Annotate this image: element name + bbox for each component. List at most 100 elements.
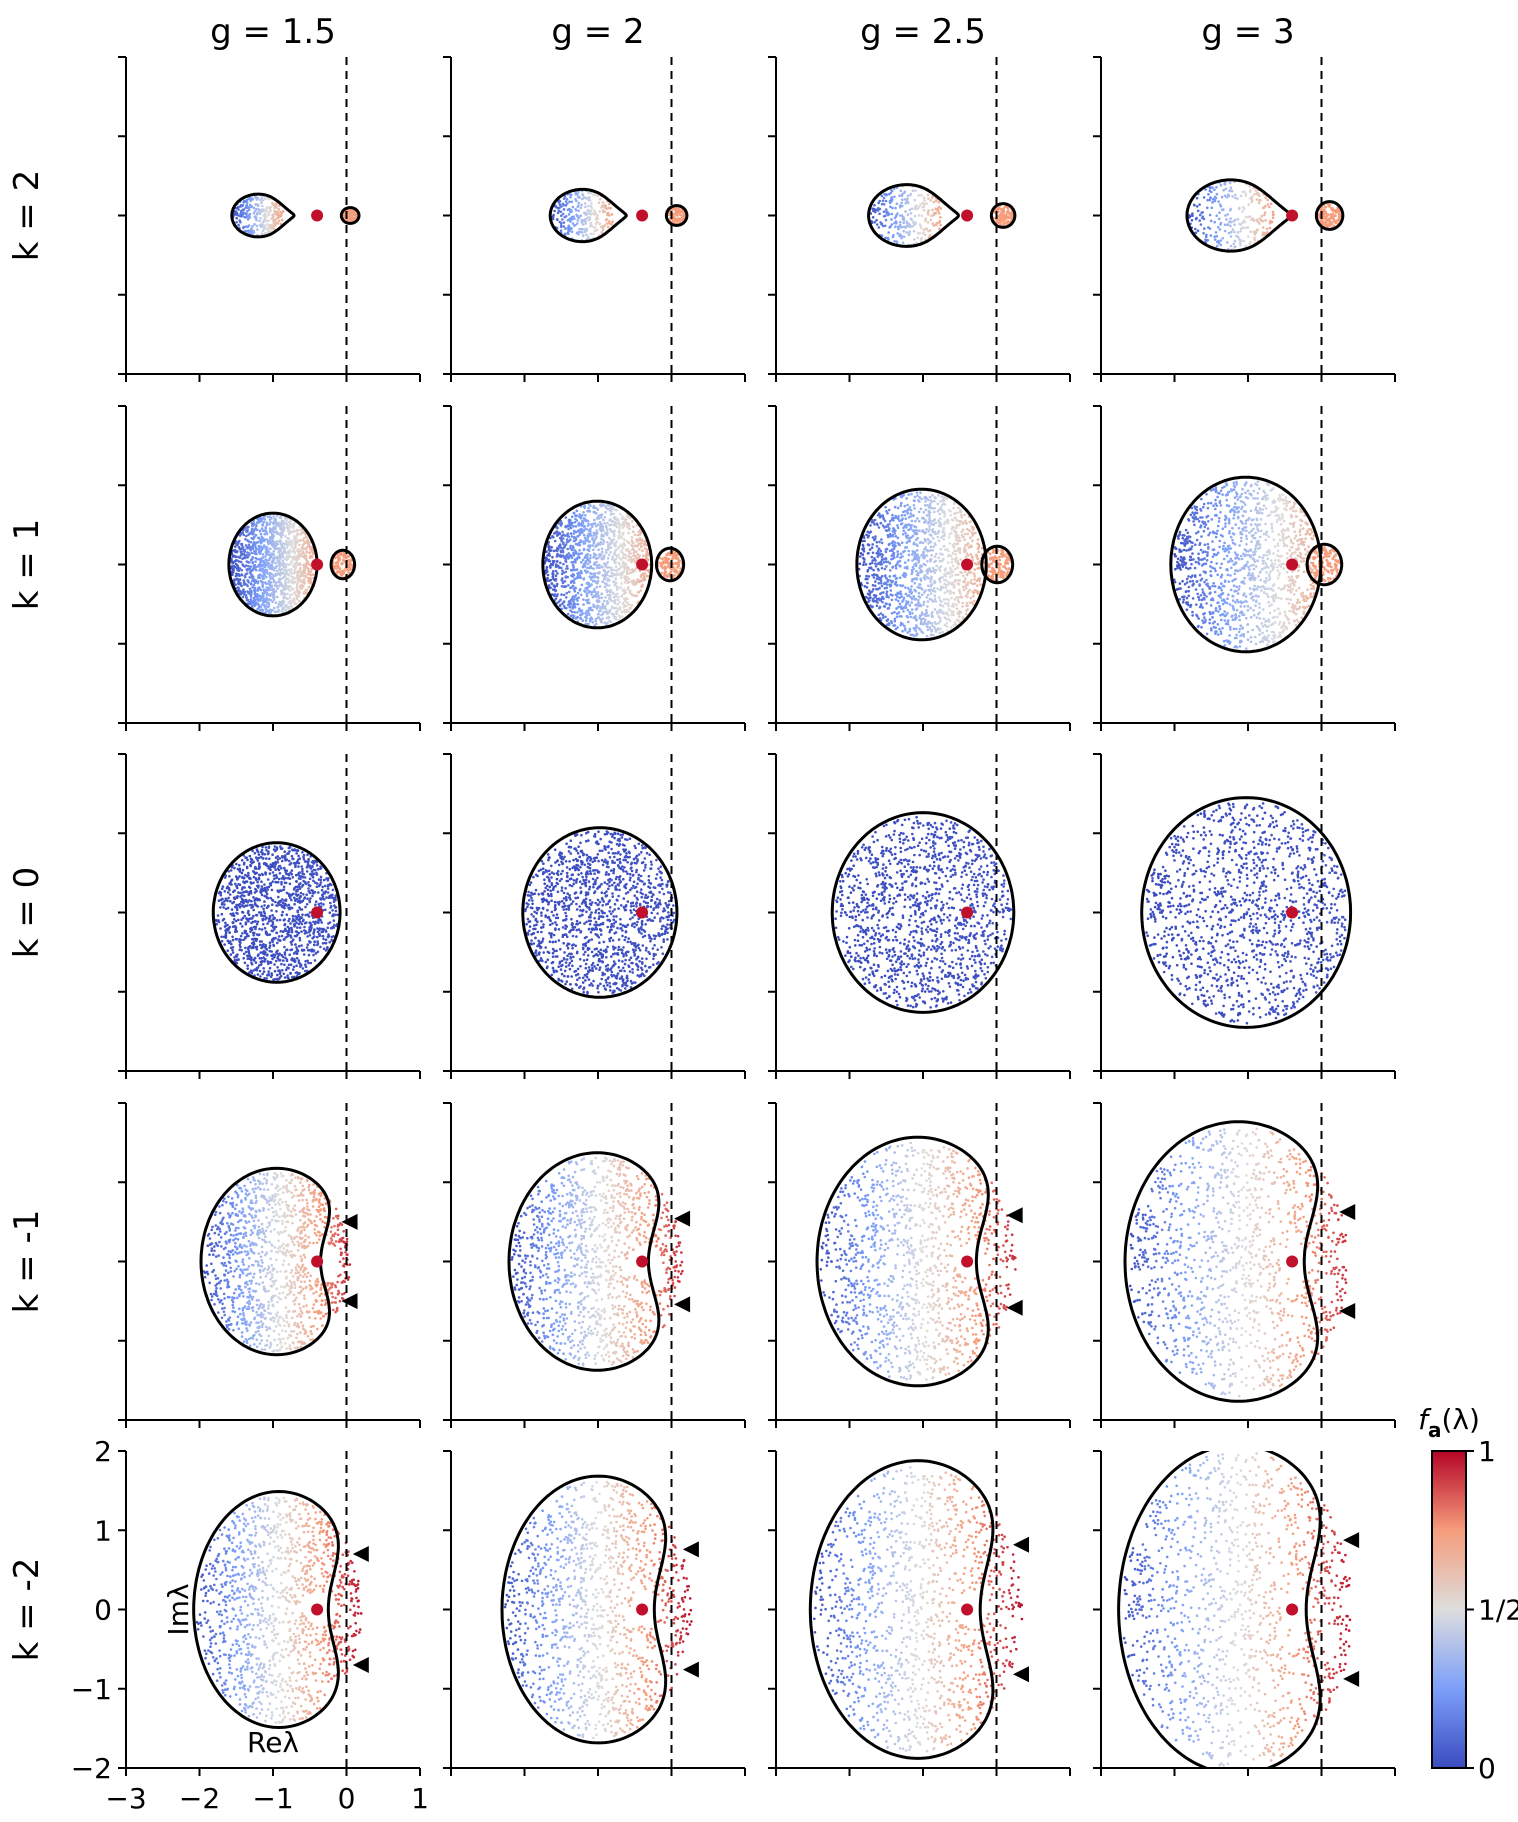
data-point <box>944 586 947 589</box>
data-point <box>293 534 296 538</box>
data-point <box>583 228 586 231</box>
data-point <box>279 542 283 546</box>
data-point <box>283 563 287 566</box>
data-point <box>238 592 242 595</box>
data-point <box>244 593 247 597</box>
data-point <box>235 211 239 215</box>
data-point <box>293 549 296 553</box>
data-point <box>295 583 299 586</box>
data-point <box>576 195 580 198</box>
data-point <box>569 544 572 548</box>
data-point <box>1002 211 1006 214</box>
data-point <box>890 223 894 226</box>
data-point <box>900 201 903 205</box>
data-point <box>253 592 257 596</box>
data-point <box>938 559 942 563</box>
data-point <box>607 570 610 573</box>
data-point <box>1253 193 1256 196</box>
data-point <box>966 608 969 611</box>
data-point <box>1258 222 1261 225</box>
data-point <box>926 572 929 575</box>
data-point <box>594 619 597 623</box>
data-point <box>582 577 586 580</box>
data-point <box>600 537 603 541</box>
data-point <box>951 574 954 577</box>
data-point <box>1338 216 1341 219</box>
data-point <box>954 623 958 626</box>
data-point <box>237 541 240 544</box>
data-point <box>1254 189 1258 192</box>
data-point <box>265 591 269 595</box>
data-point <box>1196 209 1200 213</box>
data-point <box>263 518 267 521</box>
data-point <box>569 546 572 550</box>
data-point <box>601 574 605 577</box>
data-point <box>600 620 603 624</box>
data-point <box>1222 208 1225 211</box>
data-point <box>926 622 929 626</box>
data-point <box>620 550 624 554</box>
data-point <box>562 225 566 228</box>
data-point <box>584 590 587 593</box>
data-point <box>914 207 917 210</box>
data-point <box>291 523 295 526</box>
data-point <box>261 567 265 570</box>
data-point <box>1248 242 1251 246</box>
data-point <box>1222 189 1225 192</box>
data-point <box>955 549 958 553</box>
data-point <box>1324 212 1328 215</box>
data-point <box>567 519 571 522</box>
data-point <box>607 553 611 557</box>
data-point <box>663 560 667 564</box>
data-point <box>1264 196 1267 200</box>
data-point <box>618 586 622 590</box>
data-point <box>596 604 599 607</box>
data-point <box>613 568 616 572</box>
data-point <box>899 623 903 627</box>
data-point <box>296 549 299 552</box>
data-point <box>625 601 629 604</box>
data-point <box>633 550 637 553</box>
data-point <box>592 232 595 235</box>
data-point <box>557 522 561 525</box>
data-point <box>285 551 288 555</box>
data-point <box>933 625 936 629</box>
data-point <box>265 575 268 579</box>
data-point <box>258 224 262 227</box>
data-point <box>553 539 557 543</box>
data-point <box>667 557 671 561</box>
data-point <box>625 575 628 578</box>
data-point <box>283 584 287 588</box>
data-point <box>269 520 272 524</box>
data-point <box>586 566 589 570</box>
data-point <box>281 607 284 610</box>
data-point <box>588 575 591 579</box>
data-point <box>903 509 907 513</box>
data-point <box>565 591 569 595</box>
data-point <box>287 607 291 610</box>
data-point <box>307 570 311 573</box>
data-point <box>238 556 242 560</box>
data-point <box>273 209 276 213</box>
data-point <box>280 555 284 559</box>
data-point <box>932 211 936 215</box>
data-point <box>268 566 272 570</box>
data-point <box>592 522 595 526</box>
data-point <box>558 203 562 206</box>
eigenvalue-points <box>869 184 1016 247</box>
data-point <box>920 214 924 218</box>
data-point <box>264 607 268 610</box>
data-point <box>602 540 606 544</box>
data-point <box>279 577 283 581</box>
data-point <box>570 561 573 564</box>
data-point <box>1235 235 1239 238</box>
data-point <box>588 617 592 621</box>
data-point <box>250 576 254 579</box>
data-point <box>873 208 877 211</box>
data-point <box>280 218 284 222</box>
data-point <box>247 543 251 547</box>
data-point <box>928 514 931 518</box>
data-point <box>606 557 610 560</box>
data-point <box>246 528 249 531</box>
data-point <box>551 535 554 538</box>
